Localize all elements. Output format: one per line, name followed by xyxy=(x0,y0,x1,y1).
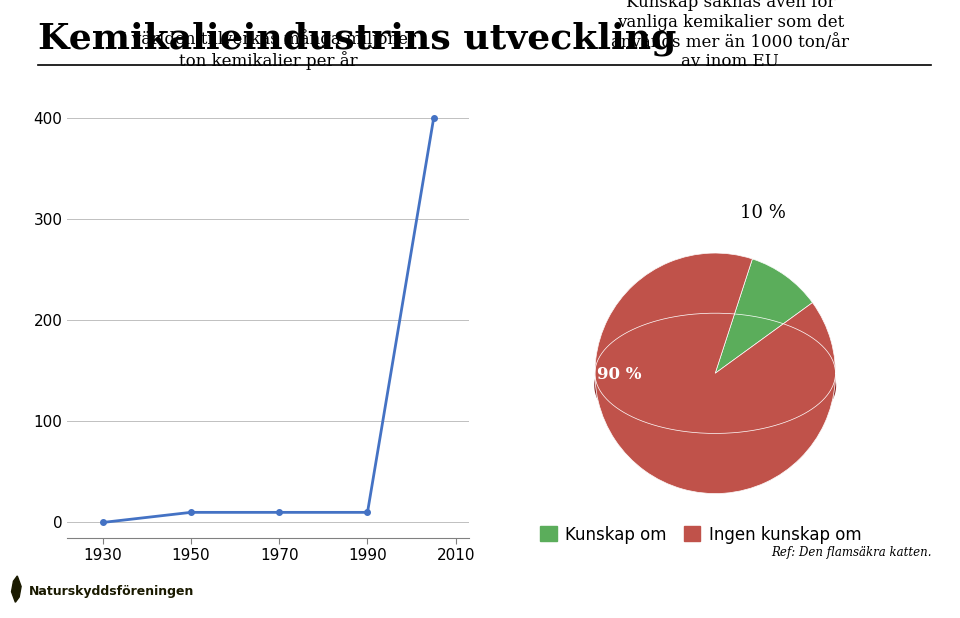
Text: Kemikalieindustrins utveckling: Kemikalieindustrins utveckling xyxy=(38,22,677,56)
Wedge shape xyxy=(595,253,835,494)
Text: Naturskyddsföreningen: Naturskyddsföreningen xyxy=(29,585,194,598)
Legend: Kunskap om, Ingen kunskap om: Kunskap om, Ingen kunskap om xyxy=(534,519,868,550)
Title: I världen tillverkas många miljoner
ton kemikalier per år: I världen tillverkas många miljoner ton … xyxy=(120,29,416,70)
Wedge shape xyxy=(595,253,835,494)
Title: Kunskap saknas även för
vanliga kemikalier som det
används mer än 1000 ton/år
av: Kunskap saknas även för vanliga kemikali… xyxy=(612,0,850,70)
Text: 10 %: 10 % xyxy=(740,205,786,222)
Polygon shape xyxy=(595,325,835,446)
Text: Ref: Den flamsäkra katten.: Ref: Den flamsäkra katten. xyxy=(771,546,931,559)
Text: 90 %: 90 % xyxy=(597,366,641,383)
Polygon shape xyxy=(595,370,835,446)
Wedge shape xyxy=(715,259,812,373)
Polygon shape xyxy=(12,576,21,602)
Wedge shape xyxy=(715,259,812,373)
